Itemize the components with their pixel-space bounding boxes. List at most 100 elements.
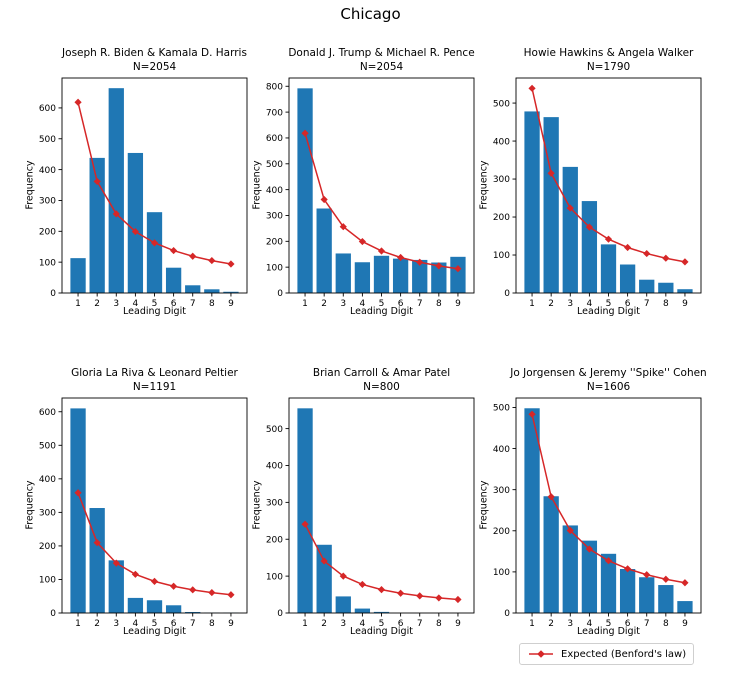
x-tick-label: 7 <box>190 299 196 309</box>
y-tick-label: 0 <box>50 289 56 299</box>
bar-digit-6 <box>392 258 409 293</box>
chart-title-block: Joseph R. Biden & Kamala D. Harris N=205… <box>32 47 277 74</box>
y-tick-label: 300 <box>39 197 56 207</box>
bar-digit-4 <box>581 540 598 613</box>
x-tick-label: 4 <box>587 619 593 629</box>
y-tick-label: 600 <box>39 408 56 418</box>
chart-title: Brian Carroll & Amar Patel <box>312 367 451 379</box>
chart-subtitle: N=1790 <box>586 60 631 73</box>
x-tick-label: 9 <box>682 299 688 309</box>
chart-subtitle: N=800 <box>363 380 400 393</box>
y-tick-label: 200 <box>266 535 283 545</box>
x-tick-label: 2 <box>548 619 554 629</box>
bar-digit-1 <box>524 408 540 613</box>
x-tick-label: 6 <box>625 619 631 629</box>
x-tick-label: 8 <box>436 619 442 629</box>
bar-digit-2 <box>543 117 559 293</box>
expected-marker <box>227 260 235 268</box>
y-tick-label: 400 <box>493 137 510 147</box>
subplot-jorgensen-cohen: Jo Jorgensen & Jeremy ''Spike'' Cohen N=… <box>464 365 709 665</box>
expected-marker <box>454 595 462 604</box>
expected-marker <box>131 227 139 236</box>
bar-digit-5 <box>373 611 390 613</box>
subplot-trump-pence: Donald J. Trump & Michael R. Pence N=205… <box>237 45 482 345</box>
x-tick-label: 2 <box>548 299 554 309</box>
bar-digit-5 <box>600 553 617 613</box>
x-tick-label: 8 <box>209 299 215 309</box>
expected-marker <box>377 586 386 594</box>
x-tick-label: 2 <box>94 619 100 629</box>
bar-digit-2 <box>543 496 559 613</box>
x-tick-label: 8 <box>663 299 669 309</box>
expected-marker <box>93 177 101 186</box>
subplot-carroll-patel: Brian Carroll & Amar Patel N=800 Frequen… <box>237 365 482 665</box>
x-tick-label: 9 <box>228 299 234 309</box>
chart-title: Jo Jorgensen & Jeremy ''Spike'' Cohen <box>510 367 707 379</box>
x-tick-label: 5 <box>152 299 158 309</box>
y-tick-label: 500 <box>39 135 56 145</box>
expected-marker <box>397 253 405 262</box>
expected-marker <box>150 577 159 585</box>
bar-digit-8 <box>658 585 674 613</box>
x-tick-label: 1 <box>302 619 308 629</box>
x-tick-label: 3 <box>567 619 573 629</box>
x-tick-label: 1 <box>529 619 535 629</box>
y-tick-label: 400 <box>266 186 283 196</box>
x-tick-label: 7 <box>417 299 423 309</box>
x-tick-label: 1 <box>529 299 535 309</box>
chart-title: Joseph R. Biden & Kamala D. Harris <box>62 47 247 59</box>
bar-digit-9 <box>677 289 693 293</box>
y-tick-label: 0 <box>504 609 510 619</box>
bar-digit-3 <box>562 166 578 293</box>
y-tick-label: 400 <box>39 166 56 176</box>
bar-digit-1 <box>70 258 86 293</box>
bar-digit-9 <box>677 601 693 613</box>
bar-digit-3 <box>335 596 351 613</box>
expected-marker <box>208 588 216 597</box>
expected-marker <box>358 580 366 589</box>
bar-digit-3 <box>562 525 578 613</box>
bar-digit-8 <box>204 289 220 293</box>
chart-title: Donald J. Trump & Michael R. Pence <box>288 47 475 59</box>
bar-digit-1 <box>70 408 86 613</box>
x-tick-label: 6 <box>625 299 631 309</box>
bar-digit-3 <box>108 88 124 293</box>
expected-marker <box>131 570 139 578</box>
bar-digit-3 <box>108 560 124 613</box>
x-tick-label: 4 <box>587 299 593 309</box>
x-axis-label: Leading Digit <box>350 306 413 317</box>
y-tick-label: 200 <box>493 527 510 537</box>
expected-marker <box>547 493 555 501</box>
chart-title-block: Brian Carroll & Amar Patel N=800 <box>259 367 504 394</box>
expected-marker <box>227 591 235 599</box>
x-tick-label: 1 <box>75 299 81 309</box>
x-tick-label: 9 <box>682 619 688 629</box>
plot-area: 0 100 200 300 400 500 1 2 3 4 5 6 7 8 9 <box>493 77 702 309</box>
x-tick-label: 5 <box>152 619 158 629</box>
bar-digit-2 <box>89 508 105 613</box>
plot-area: 0 100 200 300 400 500 1 2 3 4 5 6 7 8 9 <box>493 397 702 629</box>
bar-digit-4 <box>581 201 598 293</box>
expected-marker <box>301 520 309 528</box>
y-tick-label: 300 <box>266 499 283 509</box>
x-tick-label: 6 <box>171 299 177 309</box>
plot-area: 0 100 200 300 400 500 600 700 800 1 2 3 4 5 6 7 8 9 <box>266 77 475 309</box>
expected-marker <box>566 526 574 535</box>
expected-marker <box>528 84 536 92</box>
expected-marker <box>189 252 197 260</box>
x-tick-label: 3 <box>113 299 119 309</box>
expected-marker <box>416 592 424 600</box>
y-tick-label: 300 <box>266 212 283 222</box>
expected-marker <box>624 243 632 252</box>
y-tick-label: 100 <box>39 258 56 268</box>
y-tick-label: 200 <box>39 228 56 238</box>
y-tick-label: 100 <box>493 568 510 578</box>
chart-title: Gloria La Riva & Leonard Peltier <box>71 367 238 379</box>
bar-digit-2 <box>89 157 105 293</box>
bar-digit-1 <box>297 408 313 613</box>
x-axis-label: Leading Digit <box>123 626 186 637</box>
x-tick-label: 9 <box>455 299 461 309</box>
bar-digit-4 <box>127 597 144 613</box>
x-tick-label: 2 <box>94 299 100 309</box>
chart-title: Howie Hawkins & Angela Walker <box>523 47 694 59</box>
